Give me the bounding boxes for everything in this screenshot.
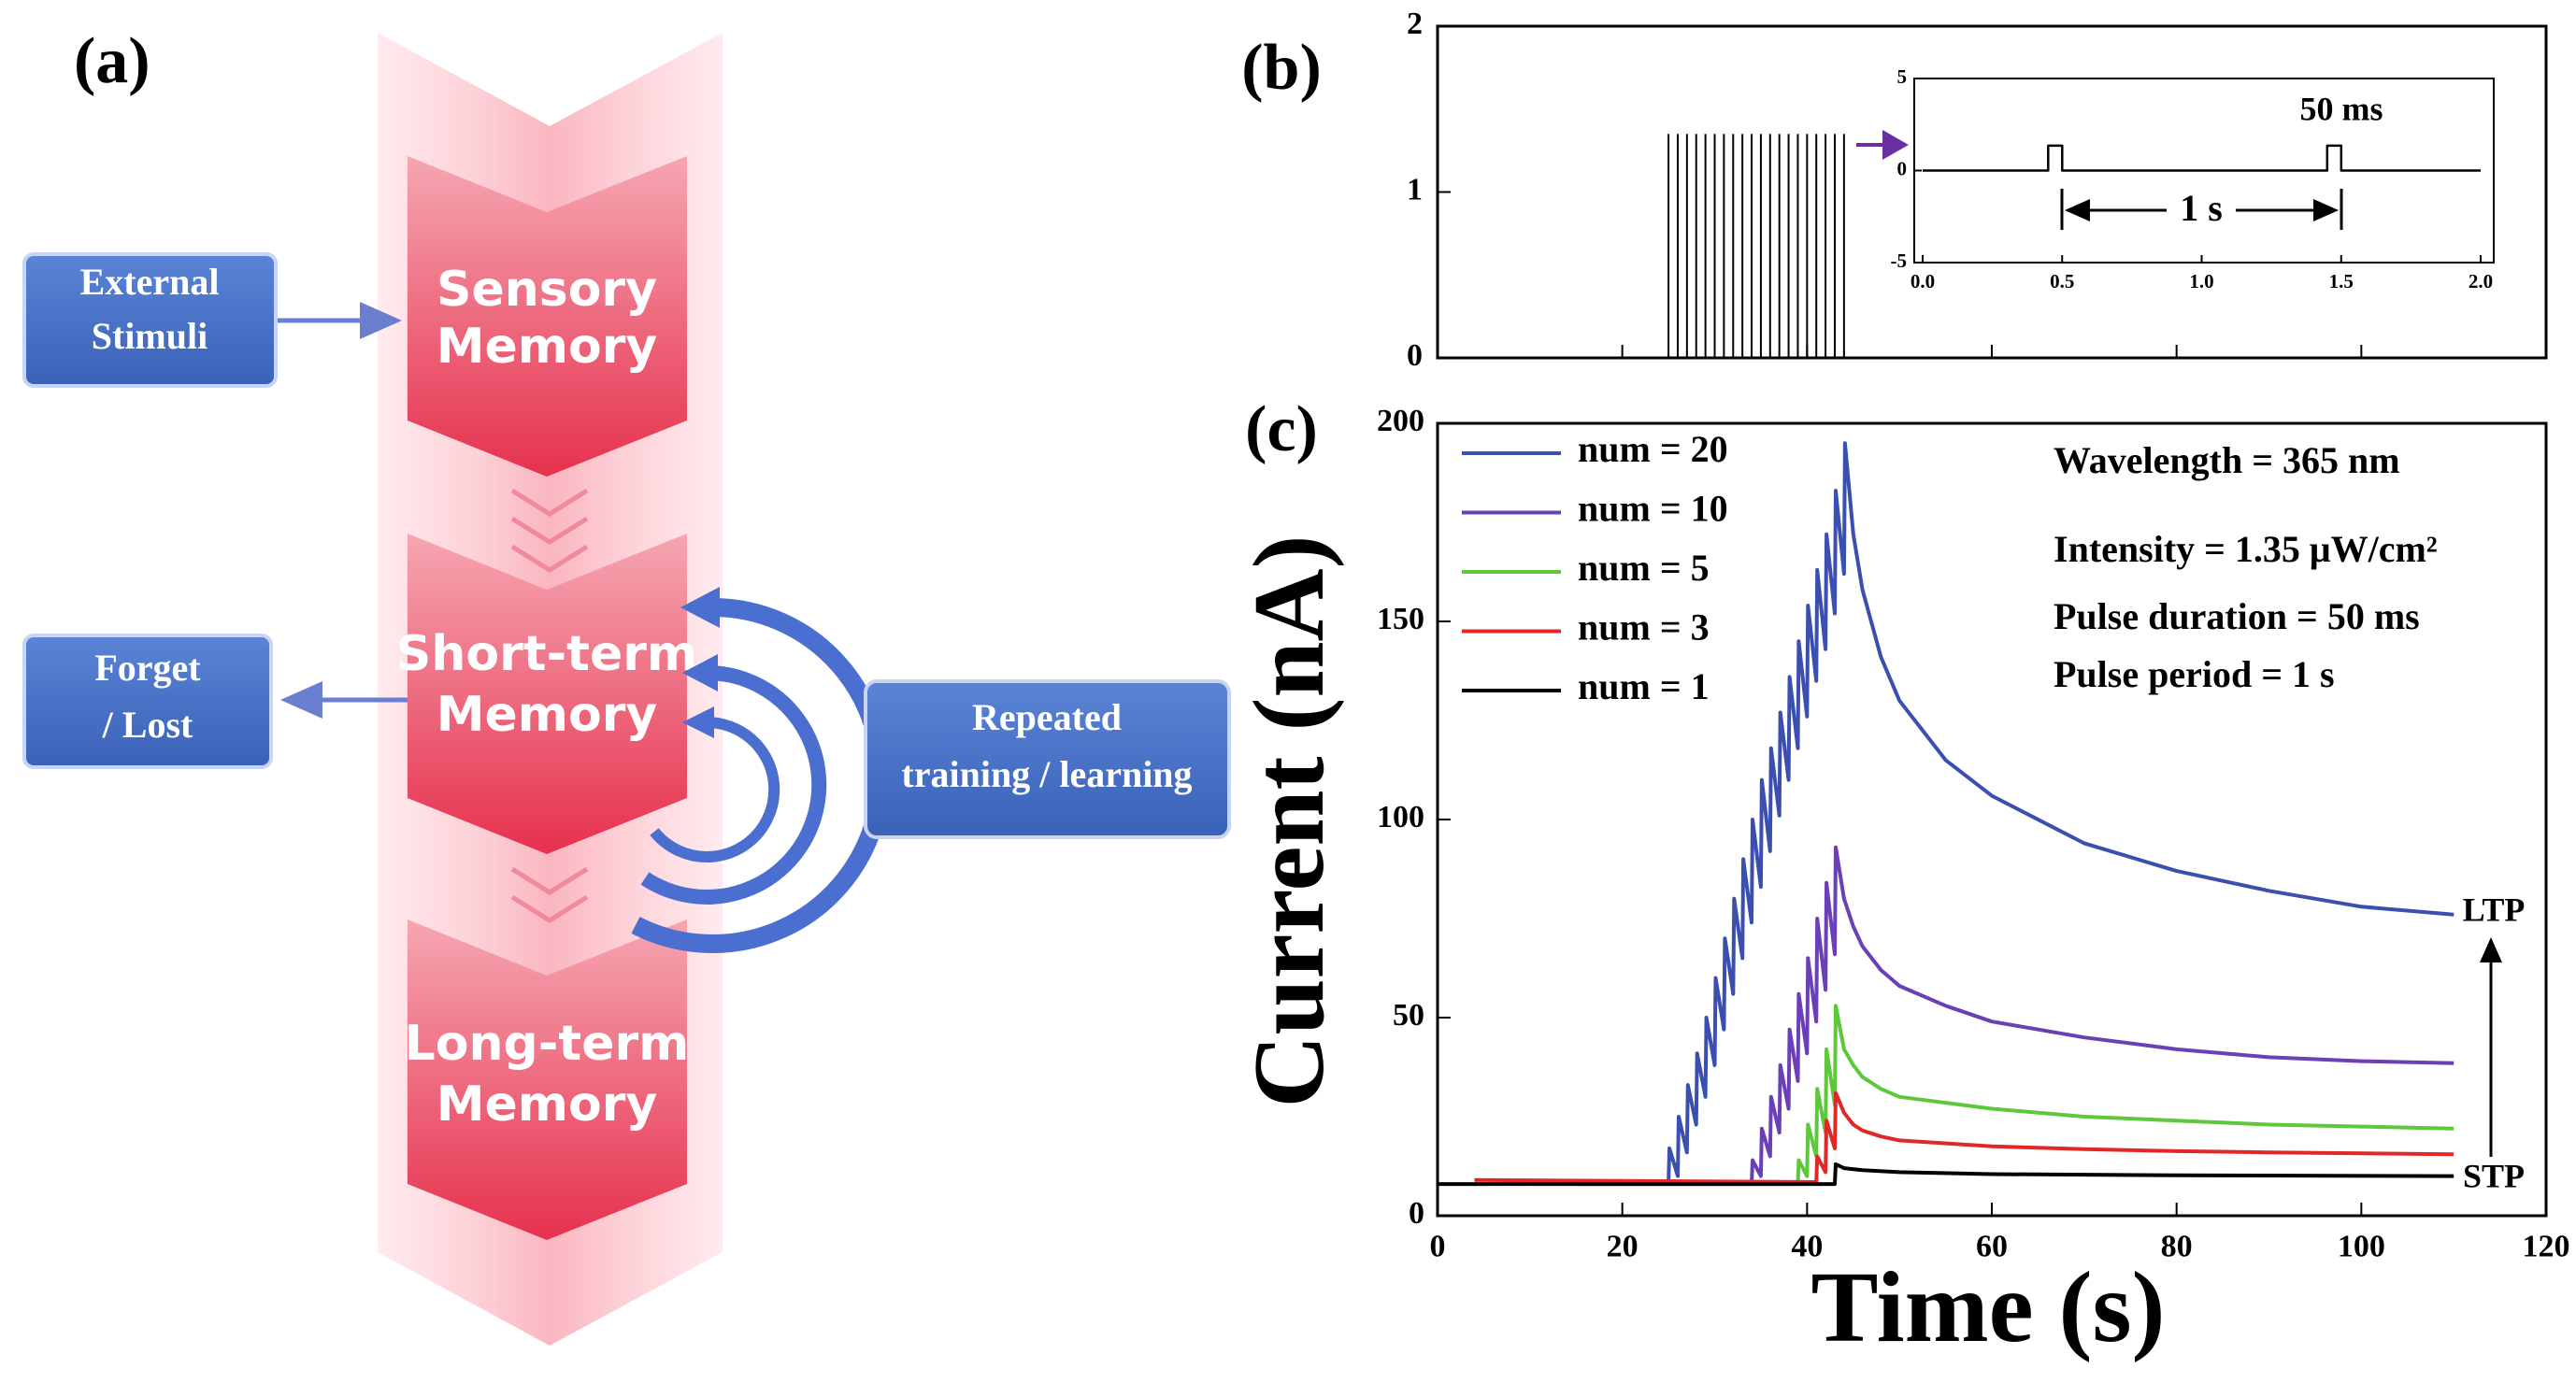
- legend-label: num = 10: [1578, 488, 1728, 530]
- y-tick-label: 150: [1377, 602, 1424, 636]
- small-chevrons: [510, 866, 589, 923]
- y-tick-label: 5: [1897, 65, 1908, 88]
- box-text: / Lost: [102, 704, 193, 746]
- x-tick-label: 40: [1791, 1229, 1823, 1263]
- annotation: Intensity = 1.35 μW/cm²: [2054, 528, 2438, 570]
- plot-frame: [1436, 24, 2548, 360]
- legend-label: num = 20: [1578, 428, 1728, 470]
- node-text: Sensory: [436, 262, 657, 318]
- node-text: Long-term: [405, 1016, 690, 1072]
- loop-arc: [650, 716, 780, 862]
- y-tick-label: -5: [1891, 249, 1908, 272]
- y-tick-label: 100: [1377, 800, 1424, 834]
- panel-label: (c): [1245, 393, 1318, 465]
- inset-annotation: 50 ms: [2300, 90, 2383, 127]
- x-axis-title: Time (s): [1811, 1252, 2166, 1363]
- annotation: Pulse period = 1 s: [2054, 653, 2335, 695]
- y-tick-label: 200: [1377, 404, 1424, 438]
- x-tick-label: 0.0: [1911, 270, 1935, 292]
- x-tick-label: 1.0: [2189, 270, 2213, 292]
- panel-label: (b): [1241, 32, 1322, 104]
- x-tick-label: 120: [2523, 1229, 2570, 1263]
- x-tick-label: 0.5: [2050, 270, 2074, 292]
- node-text: Memory: [436, 1076, 657, 1133]
- legend-label: num = 1: [1578, 665, 1710, 707]
- box-text: training / learning: [901, 753, 1192, 795]
- annotation: Pulse duration = 50 ms: [2054, 595, 2420, 637]
- x-tick-label: 80: [2161, 1229, 2193, 1263]
- data-line: [1576, 845, 2454, 1187]
- data-line: [1585, 441, 2454, 1184]
- annotation: Wavelength = 365 nm: [2054, 439, 2400, 481]
- x-tick-label: 0: [1430, 1229, 1446, 1263]
- inset-annotation: 1 s: [2180, 187, 2223, 229]
- legend-label: num = 3: [1578, 606, 1710, 649]
- loop-arc: [640, 665, 827, 905]
- loop-arrowheads: [680, 587, 720, 738]
- chevron: [408, 534, 687, 854]
- data-line: [1474, 1091, 2454, 1184]
- x-tick-label: 100: [2338, 1229, 2385, 1263]
- node-text: Memory: [436, 687, 657, 743]
- training-box: [864, 679, 1231, 839]
- box-text: External: [80, 261, 220, 303]
- box-text: Repeated: [972, 696, 1122, 738]
- legend-label: num = 5: [1578, 547, 1710, 589]
- node-text: Memory: [436, 319, 657, 375]
- box-text: Stimuli: [92, 315, 208, 357]
- input-box: [22, 252, 278, 388]
- x-tick-label: 60: [1976, 1229, 2008, 1263]
- panel-label: (a): [74, 25, 150, 97]
- y-tick-label: 1: [1407, 172, 1423, 207]
- chevron: [408, 156, 687, 477]
- x-tick-label: 2.0: [2469, 270, 2493, 292]
- chevron: [408, 919, 687, 1240]
- small-chevrons: [510, 488, 589, 573]
- ltp-label: LTP: [2463, 891, 2526, 928]
- y-tick-label: 0: [1407, 338, 1423, 373]
- node-text: Short-term: [396, 626, 697, 682]
- box-text: Forget: [94, 647, 201, 689]
- stp-label: STP: [2463, 1157, 2525, 1194]
- forget-box: [22, 634, 273, 769]
- y-tick-label: 0: [1409, 1196, 1424, 1231]
- data-line: [1923, 144, 2481, 172]
- y-axis-title: Current (nA): [1234, 535, 1345, 1108]
- y-tick-label: 50: [1393, 998, 1424, 1033]
- x-tick-label: 20: [1607, 1229, 1639, 1263]
- y-tick-label: 0: [1897, 157, 1908, 179]
- y-tick-label: 2: [1407, 7, 1423, 41]
- data-line: [1438, 1162, 2454, 1187]
- x-tick-label: 1.5: [2329, 270, 2354, 292]
- data-line: [1622, 1004, 2454, 1187]
